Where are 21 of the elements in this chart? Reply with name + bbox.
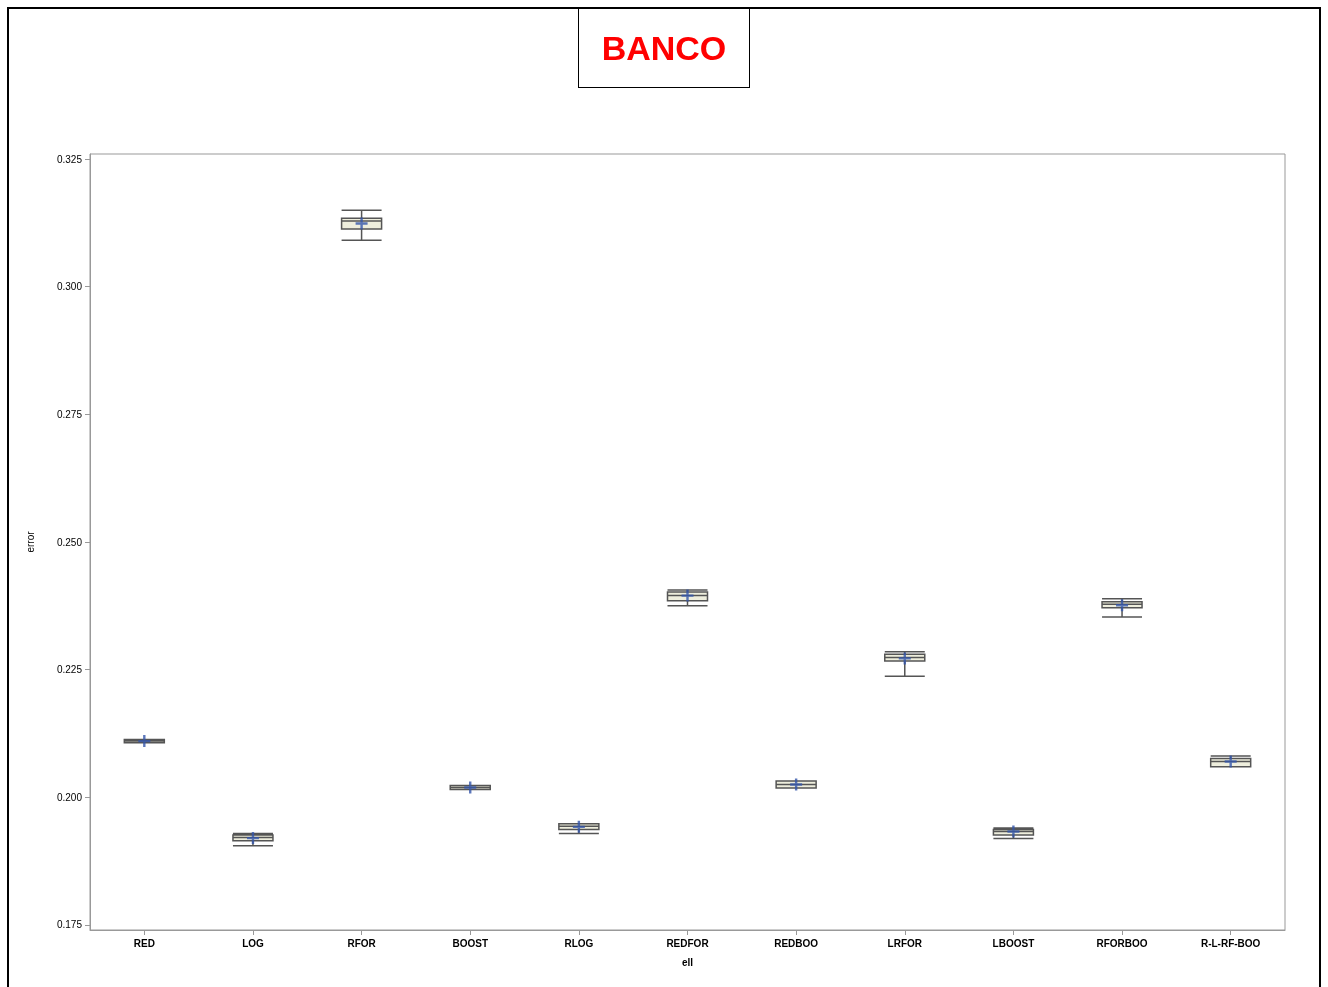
y-axis-title: error: [24, 530, 36, 553]
y-tick-label: 0.275: [56, 408, 83, 420]
x-tick-label: RFOR: [347, 937, 377, 949]
x-tick-label: R-L-RF-BOO: [1200, 937, 1261, 949]
y-tick-label: 0.225: [56, 664, 83, 676]
x-tick-label: RED: [133, 937, 155, 949]
x-tick-label: BOOST: [452, 937, 489, 949]
x-tick-label: REDFOR: [666, 937, 710, 949]
y-tick-label: 0.325: [56, 153, 83, 165]
x-tick-label: LBOOST: [992, 937, 1035, 949]
x-tick-label: LRFOR: [887, 937, 923, 949]
x-tick-label: RLOG: [564, 937, 594, 949]
x-tick-label: LOG: [242, 937, 265, 949]
y-tick-label: 0.300: [56, 281, 83, 293]
x-tick-label: REDBOO: [774, 937, 819, 949]
y-tick-label: 0.200: [56, 791, 83, 803]
chart-title: BANCO: [578, 8, 750, 88]
y-tick-label: 0.250: [56, 536, 83, 548]
y-tick-label: 0.175: [56, 919, 83, 931]
x-tick-label: RFORBOO: [1096, 937, 1148, 949]
x-axis-title: ell: [681, 956, 694, 968]
